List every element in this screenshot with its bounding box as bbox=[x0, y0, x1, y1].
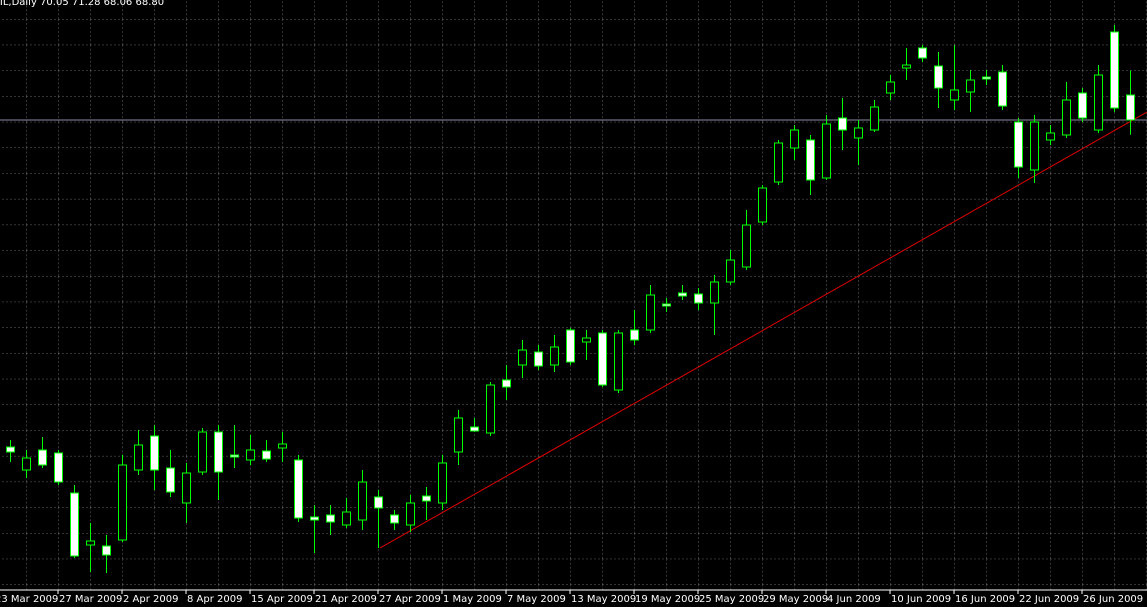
candle-body bbox=[822, 123, 831, 179]
chart-title: OIL,Daily 70.05 71.28 68.06 68.80 bbox=[0, 0, 164, 8]
candle-body bbox=[1110, 31, 1119, 109]
candle-body bbox=[454, 417, 463, 453]
candle-body bbox=[6, 446, 15, 453]
candle-body bbox=[678, 292, 687, 297]
candle-body bbox=[246, 449, 255, 461]
x-tick-label: 13 May 2009 bbox=[571, 594, 636, 605]
candle-body bbox=[134, 444, 143, 471]
x-tick-label: 2 Apr 2009 bbox=[123, 594, 178, 605]
candle-body bbox=[998, 71, 1007, 107]
candle-body bbox=[102, 545, 111, 556]
x-tick-label: 19 May 2009 bbox=[635, 594, 700, 605]
candle-body bbox=[966, 79, 975, 93]
candle-body bbox=[518, 349, 527, 366]
candle-body bbox=[646, 294, 655, 331]
x-tick-label: 8 Apr 2009 bbox=[187, 594, 242, 605]
candle-body bbox=[838, 117, 847, 131]
x-tick-label: 25 May 2009 bbox=[699, 594, 764, 605]
candle-body bbox=[294, 459, 303, 519]
candle-body bbox=[358, 481, 367, 521]
candle-body bbox=[486, 384, 495, 434]
x-tick-label: 29 May 2009 bbox=[763, 594, 828, 605]
candle-body bbox=[150, 435, 159, 471]
candle-body bbox=[326, 514, 335, 523]
candle-body bbox=[886, 81, 895, 94]
x-tick-label: 26 Jun 2009 bbox=[1083, 594, 1143, 605]
candle-body bbox=[534, 351, 543, 367]
candle-body bbox=[278, 443, 287, 449]
candle-body bbox=[790, 129, 799, 149]
candle-body bbox=[982, 76, 991, 80]
candle-body bbox=[310, 516, 319, 521]
candle-body bbox=[230, 454, 239, 458]
candle-body bbox=[774, 142, 783, 183]
x-tick-label: 16 Jun 2009 bbox=[955, 594, 1015, 605]
candle-body bbox=[854, 127, 863, 139]
candle-body bbox=[262, 450, 271, 460]
x-tick-label: 22 Jun 2009 bbox=[1019, 594, 1079, 605]
candle-body bbox=[662, 303, 671, 307]
x-tick-label: 4 Jun 2009 bbox=[827, 594, 881, 605]
candle-body bbox=[1078, 92, 1087, 119]
x-tick-label: 27 Mar 2009 bbox=[59, 594, 122, 605]
candle-body bbox=[54, 452, 63, 483]
candle-body bbox=[422, 495, 431, 502]
candle-body bbox=[438, 462, 447, 504]
x-tick-label: 23 Mar 2009 bbox=[0, 594, 58, 605]
x-tick-label: 27 Apr 2009 bbox=[379, 594, 441, 605]
candle-body bbox=[374, 496, 383, 509]
candle-body bbox=[1126, 94, 1135, 121]
candle-body bbox=[614, 332, 623, 391]
x-tick-label: 10 Jun 2009 bbox=[891, 594, 951, 605]
candle-body bbox=[550, 346, 559, 366]
candle-body bbox=[70, 492, 79, 557]
candle-body bbox=[470, 426, 479, 432]
candle-body bbox=[1094, 74, 1103, 131]
candle-body bbox=[406, 502, 415, 526]
candle-body bbox=[198, 431, 207, 473]
candle-body bbox=[86, 540, 95, 546]
candle-body bbox=[22, 457, 31, 471]
trendline bbox=[379, 111, 1147, 549]
candle-body bbox=[918, 47, 927, 59]
candle-body bbox=[118, 464, 127, 541]
candle-body bbox=[694, 293, 703, 304]
candle-body bbox=[502, 379, 511, 388]
candle-body bbox=[182, 472, 191, 504]
x-tick-label: 1 May 2009 bbox=[443, 594, 502, 605]
candle-body bbox=[870, 106, 879, 131]
candle-body bbox=[342, 511, 351, 526]
candle-body bbox=[950, 89, 959, 101]
candle-body bbox=[582, 337, 591, 343]
candle-body bbox=[726, 259, 735, 283]
candle-body bbox=[758, 187, 767, 223]
candle-body bbox=[38, 449, 47, 466]
candle-body bbox=[806, 139, 815, 181]
candle-body bbox=[902, 64, 911, 69]
candle-body bbox=[166, 467, 175, 493]
candle-body bbox=[1030, 121, 1039, 171]
candle-body bbox=[598, 332, 607, 386]
candle-body bbox=[934, 65, 943, 89]
candle-body bbox=[1046, 132, 1055, 141]
candle-body bbox=[1062, 99, 1071, 136]
candle-body bbox=[630, 329, 639, 341]
x-tick-label: 7 May 2009 bbox=[507, 594, 566, 605]
candle-body bbox=[566, 329, 575, 363]
candle-body bbox=[1014, 121, 1023, 168]
candle-body bbox=[390, 514, 399, 524]
candle-body bbox=[742, 224, 751, 268]
x-tick-label: 21 Apr 2009 bbox=[315, 594, 377, 605]
candle-body bbox=[710, 281, 719, 304]
x-tick-label: 15 Apr 2009 bbox=[251, 594, 313, 605]
candle-body bbox=[214, 431, 223, 473]
